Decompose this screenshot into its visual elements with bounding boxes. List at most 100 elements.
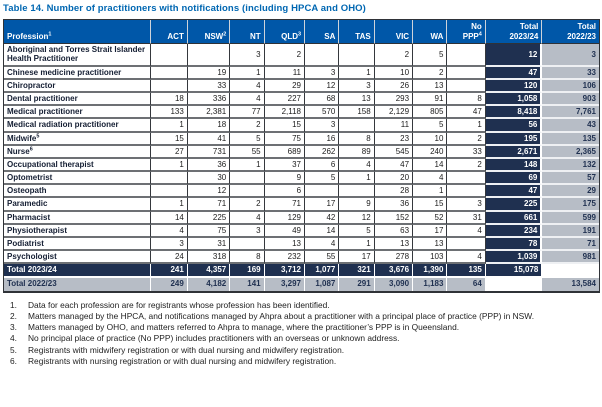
total-row-total-2023-24: Total 2023/24 241 4,357 169 3,712 1,077 321 3,6… (4, 264, 599, 278)
total-value-cell-total-2023-24: 15,078 (485, 264, 543, 278)
footnote-item: 4. No principal place of practice (No PPP… (10, 333, 596, 343)
table-row: Podiatrist 3 31 13 4 1 13 13 78 71 (4, 238, 599, 252)
footnote-text: Data for each profession are for registr… (28, 299, 330, 310)
value-cell-nt: 1 (230, 158, 265, 173)
value-cell-nt: 4 (230, 92, 265, 107)
value-cell-no-ppp (447, 44, 486, 67)
value-cell-wa: 15 (413, 198, 448, 212)
profession-cell: Paramedic (4, 198, 152, 212)
footnote-item: 3. Matters managed by OHO, and matters re… (10, 322, 596, 332)
footnote-number: 4. (10, 333, 17, 344)
value-cell-wa: 5 (413, 119, 448, 133)
value-cell-sa: 42 (305, 211, 340, 225)
value-cell-nsw: 71 (187, 198, 231, 212)
total-value-cell-sa: 1,087 (305, 277, 340, 291)
value-cell-nt: 4 (230, 79, 265, 93)
column-header-profession: Profession1 (4, 20, 152, 45)
value-cell-nt: 77 (230, 106, 265, 120)
value-cell-nsw: 2,381 (187, 106, 231, 120)
table-row: Aboriginal and Torres Strait Islander He… (4, 44, 599, 67)
table-row: Dental practitioner 18 336 4 227 68 13 293 91 8 1,… (4, 92, 599, 107)
value-cell-qld: 6 (264, 185, 306, 199)
column-header-nsw: NSW2 (187, 20, 231, 45)
value-cell-act (151, 44, 188, 67)
value-cell-wa: 2 (413, 66, 448, 80)
value-cell-tas: 4 (339, 158, 375, 173)
total-value-cell-vic: 3,090 (374, 277, 414, 291)
value-cell-total-2023-24: 225 (485, 198, 543, 212)
value-cell-total-2023-24: 195 (485, 132, 543, 146)
value-cell-total-2022-23: 903 (542, 92, 599, 107)
column-header-total-2022-23: Total 2022/23 (542, 20, 599, 45)
column-header-sa: SA (305, 20, 340, 45)
value-cell-act: 1 (151, 198, 188, 212)
profession-cell: Osteopath (4, 185, 152, 199)
total-row-total-2022-23: Total 2022/23 249 4,182 141 3,297 1,087 291 3,0… (4, 277, 599, 291)
value-cell-no-ppp: 31 (447, 211, 486, 225)
total-value-cell-nt: 141 (230, 277, 265, 291)
value-cell-total-2023-24: 120 (485, 79, 543, 93)
value-cell-no-ppp (447, 172, 486, 186)
value-cell-nsw: 30 (187, 172, 231, 186)
profession-cell: Nurse6 (4, 145, 152, 159)
table-row: Optometrist 30 9 5 1 20 4 69 57 (4, 172, 599, 186)
value-cell-sa: 3 (305, 119, 340, 133)
value-cell-act: 18 (151, 92, 188, 107)
value-cell-total-2023-24: 12 (485, 44, 543, 67)
value-cell-total-2023-24: 78 (485, 238, 543, 252)
value-cell-wa: 17 (413, 224, 448, 238)
value-cell-total-2023-24: 1,058 (485, 92, 543, 107)
value-cell-vic: 152 (374, 211, 414, 225)
total-row-label: Total 2023/24 (4, 264, 152, 278)
value-cell-nsw: 18 (187, 119, 231, 133)
profession-cell: Chiropractor (4, 79, 152, 93)
value-cell-nt: 2 (230, 119, 265, 133)
profession-cell: Physiotherapist (4, 224, 152, 238)
value-cell-total-2022-23: 29 (542, 185, 599, 199)
not-applicable-diagonal-cell (542, 264, 599, 278)
value-cell-tas: 13 (339, 92, 375, 107)
value-cell-vic: 13 (374, 238, 414, 252)
value-cell-no-ppp: 47 (447, 106, 486, 120)
value-cell-nt: 8 (230, 251, 265, 265)
value-cell-total-2023-24: 69 (485, 172, 543, 186)
value-cell-sa: 12 (305, 79, 340, 93)
value-cell-nt (230, 185, 265, 199)
value-cell-nt: 3 (230, 224, 265, 238)
value-cell-wa: 13 (413, 79, 448, 93)
notifications-table: Profession1 ACT NSW2 NT QLD3 SA TAS VIC WA No PPP4… (3, 19, 600, 293)
value-cell-total-2022-23: 599 (542, 211, 599, 225)
footnotes-list: 1. Data for each profession are for regis… (3, 300, 600, 367)
value-cell-nt: 1 (230, 66, 265, 80)
table-row: Pharmacist 14 225 4 129 42 12 152 52 31 661 599 (4, 211, 599, 225)
total-value-cell-vic: 3,676 (374, 264, 414, 278)
value-cell-act: 4 (151, 224, 188, 238)
value-cell-act (151, 185, 188, 199)
not-applicable-diagonal-cell (486, 277, 543, 291)
table-row: Osteopath 12 6 28 1 47 29 (4, 185, 599, 199)
value-cell-wa: 1 (413, 185, 448, 199)
total-value-cell-nt: 169 (230, 264, 265, 278)
value-cell-sa: 5 (305, 172, 340, 186)
table-row: Psychologist 24 318 8 232 55 17 278 103 4 1,039 981 (4, 251, 599, 265)
value-cell-act (151, 66, 188, 80)
footnote-text: Registrants with nursing registration or… (28, 355, 337, 366)
value-cell-act: 1 (151, 119, 188, 133)
profession-cell: Psychologist (4, 251, 152, 265)
table-row: Medical practitioner 133 2,381 77 2,118 570 15… (4, 106, 599, 120)
value-cell-tas: 158 (339, 106, 375, 120)
total-value-cell-nsw: 4,182 (187, 277, 231, 291)
table-row: Paramedic 1 71 2 71 17 9 36 15 3 225 175 (4, 198, 599, 212)
total-value-cell-tas: 291 (339, 277, 375, 291)
value-cell-qld: 2 (264, 44, 306, 67)
total-row-label: Total 2022/23 (4, 277, 152, 291)
footnote-item: 1. Data for each profession are for regis… (10, 300, 596, 310)
column-header-tas: TAS (339, 20, 375, 45)
value-cell-vic: 293 (374, 92, 414, 107)
report-table-page: Table 14. Number of practitioners with n… (3, 3, 600, 367)
value-cell-nsw: 731 (187, 145, 231, 159)
value-cell-nt: 3 (230, 44, 265, 67)
value-cell-total-2022-23: 33 (542, 66, 599, 80)
value-cell-act: 1 (151, 158, 188, 173)
value-cell-act: 27 (151, 145, 188, 159)
